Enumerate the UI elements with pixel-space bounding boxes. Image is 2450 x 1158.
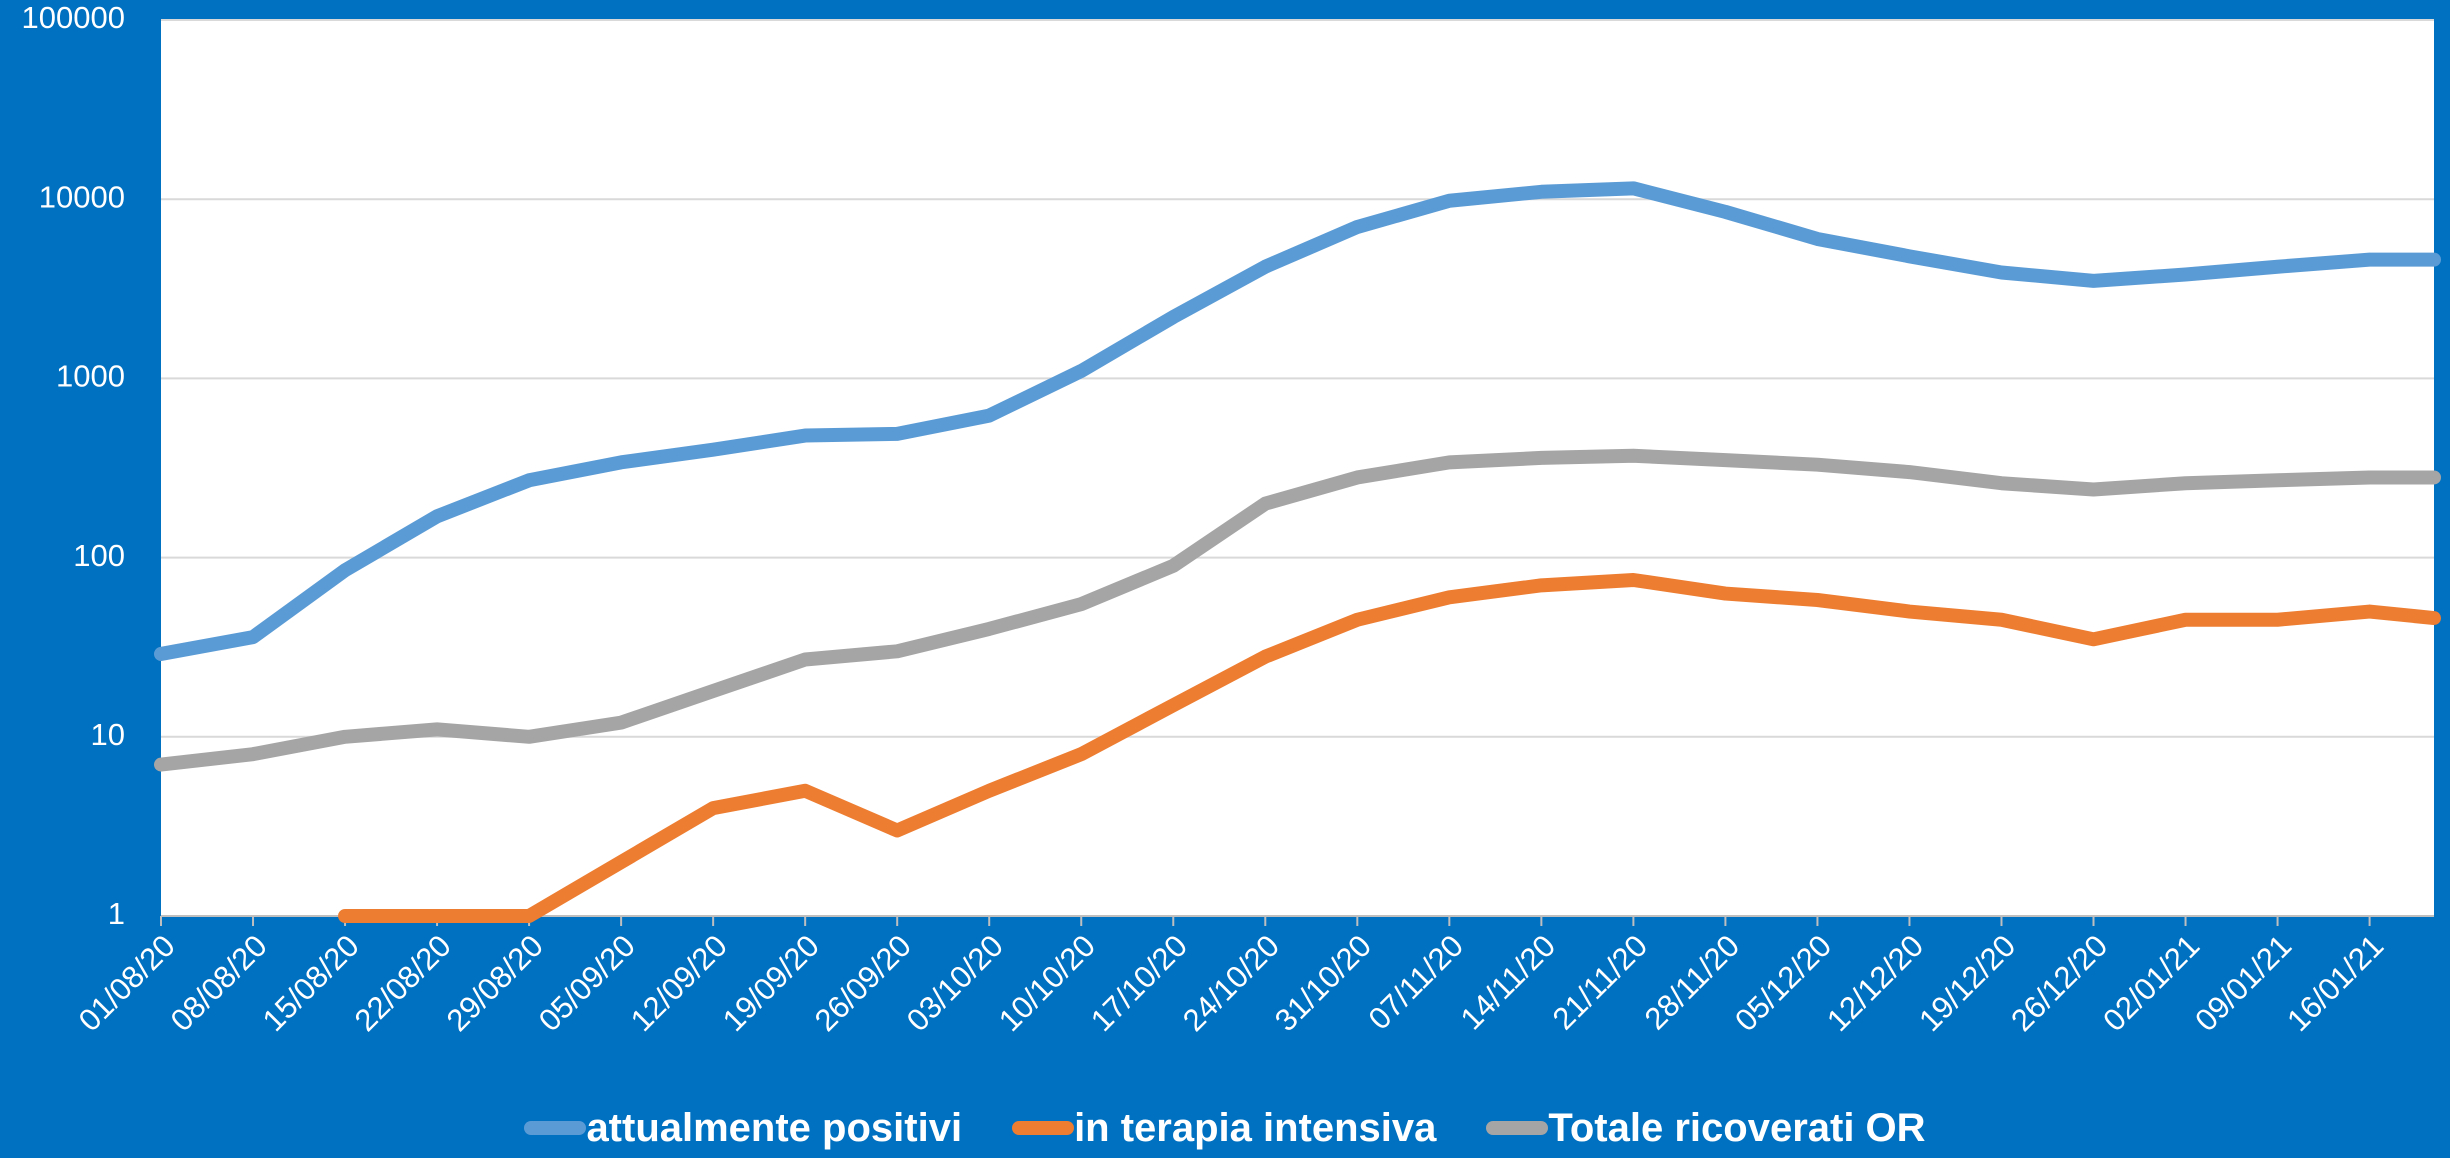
legend-item: in terapia intensiva <box>1012 1106 1436 1151</box>
legend-swatch <box>1486 1121 1549 1135</box>
legend-label: in terapia intensiva <box>1074 1105 1437 1150</box>
y-tick-label: 1 <box>108 896 125 931</box>
chart: 1 10 100 1000 10000 100000 01/08/2008/08/2015/… <box>22 0 2441 1038</box>
x-tick-label: 29/08/20 <box>440 928 550 1038</box>
x-tick-label: 15/08/20 <box>256 928 366 1038</box>
y-tick-label: 100 <box>73 538 125 573</box>
legend-item: Totale ricoverati OR <box>1486 1105 1926 1151</box>
y-tick-label: 10000 <box>39 179 125 214</box>
x-tick-label: 26/09/20 <box>808 928 918 1038</box>
x-tick-label: 21/11/20 <box>1546 928 1654 1036</box>
x-tick-label: 14/11/20 <box>1454 928 1562 1036</box>
legend-swatch <box>524 1121 587 1135</box>
x-tick-label: 05/09/20 <box>532 928 642 1038</box>
x-tick-label: 17/10/20 <box>1084 928 1194 1038</box>
x-tick-label: 19/09/20 <box>716 928 826 1038</box>
legend-label: attualmente positivi <box>586 1105 963 1150</box>
y-tick-label: 100000 <box>22 0 125 35</box>
y-tick-label: 10 <box>91 717 125 752</box>
x-tick-label: 12/12/20 <box>1820 928 1930 1038</box>
x-tick-label: 10/10/20 <box>992 928 1102 1038</box>
x-tick-label: 12/09/20 <box>624 928 734 1038</box>
x-tick-label: 22/08/20 <box>348 928 458 1038</box>
legend-label: Totale ricoverati OR <box>1548 1105 1926 1150</box>
x-tick-label: 01/08/20 <box>72 928 182 1038</box>
legend-swatch <box>1012 1121 1075 1135</box>
x-tick-label: 08/08/20 <box>164 928 274 1038</box>
y-tick-label: 1000 <box>56 359 125 394</box>
legend-item: attualmente positivi <box>524 1106 962 1151</box>
x-tick-label: 28/11/20 <box>1638 928 1746 1036</box>
x-tick-label: 02/01/21 <box>2096 928 2206 1038</box>
x-tick-label: 16/01/21 <box>2280 928 2390 1038</box>
series-line <box>154 448 2441 772</box>
series-line <box>338 572 2441 923</box>
x-tick-label: 31/10/20 <box>1268 928 1378 1038</box>
x-tick-label: 07/11/20 <box>1362 928 1470 1036</box>
x-tick-label: 09/01/21 <box>2188 928 2298 1038</box>
x-tick-label: 24/10/20 <box>1176 928 1286 1038</box>
x-tick-label: 26/12/20 <box>2004 928 2114 1038</box>
legend: attualmente positivi in terapia intensiva… <box>0 1098 2450 1158</box>
x-tick-label: 05/12/20 <box>1728 928 1838 1038</box>
x-tick-label: 19/12/20 <box>1912 928 2022 1038</box>
plot-area <box>161 20 2434 916</box>
series-line <box>154 181 2441 661</box>
x-tick-label: 03/10/20 <box>900 928 1010 1038</box>
